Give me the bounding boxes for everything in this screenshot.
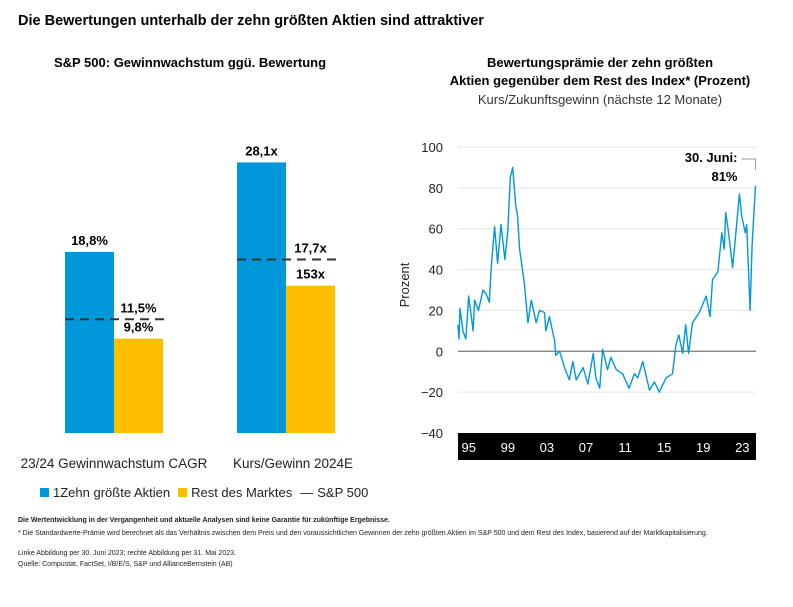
bar-chart: 23/24 Gewinnwachstum CAGR Kurs/Gewinn 20… xyxy=(21,143,353,471)
bar-value-label: 18,8% xyxy=(71,233,108,248)
footnote-2: Linke Abbildung per 30. Juni 2023; recht… xyxy=(18,550,236,557)
y-axis-label: Prozent xyxy=(397,262,412,307)
page-title: Die Bewertungen unterhalb der zehn größt… xyxy=(18,13,484,29)
bar-top10 xyxy=(65,251,114,433)
y-tick-label: −20 xyxy=(421,385,443,400)
x-tick-label: 95 xyxy=(462,440,476,455)
footnote-1: * Die Standardwerte-Prämie wird berechne… xyxy=(18,530,708,537)
x-tick-label: 11 xyxy=(618,440,632,455)
annotation-value: 81% xyxy=(711,169,737,184)
legend-swatch-blue xyxy=(40,488,49,497)
footnote-3: Quelle: Compustat, FactSet, I/B/E/S, S&P… xyxy=(18,561,233,568)
right-chart-title-2: Aktien gegenüber dem Rest des Index* (Pr… xyxy=(449,73,751,88)
bar-rest xyxy=(286,285,335,433)
x-tick-label: 23 xyxy=(735,440,749,455)
y-tick-label: 40 xyxy=(429,263,443,278)
x-tick-label: 99 xyxy=(501,440,515,455)
bar-top10 xyxy=(237,162,286,433)
x-tick-label: 19 xyxy=(696,440,710,455)
x-tick-label: 07 xyxy=(579,440,593,455)
y-tick-label: 60 xyxy=(429,222,443,237)
legend-label: Rest des Marktes xyxy=(191,485,293,500)
left-chart-title: S&P 500: Gewinnwachstum ggü. Bewertung xyxy=(53,55,327,70)
y-tick-label: −40 xyxy=(421,426,443,441)
reference-value-label: 11,5% xyxy=(120,300,157,315)
x-axis-band xyxy=(458,433,756,460)
line-chart: Prozent 100 80 60 40 20 0 −20 −40 95 99 03 07 11 15 19… xyxy=(397,140,757,460)
y-tick-label: 20 xyxy=(429,303,443,318)
x-tick-label: 03 xyxy=(540,440,554,455)
bar-value-label: 28,1x xyxy=(245,143,278,158)
bar-value-label: 153x xyxy=(296,267,326,282)
premium-line xyxy=(457,166,757,393)
category-label: Kurs/Gewinn 2024E xyxy=(233,456,353,471)
y-tick-label: 0 xyxy=(436,344,443,359)
right-chart-subtitle: Kurs/Zukunftsgewinn (nächste 12 Monate) xyxy=(477,92,723,107)
legend-swatch-yellow xyxy=(178,488,188,497)
y-tick-label: 100 xyxy=(421,140,443,155)
annotation-leader xyxy=(741,158,757,170)
bar-value-label: 9,8% xyxy=(124,320,154,335)
legend: 1Zehn größte Aktien Rest des Marktes — S… xyxy=(40,485,368,500)
legend-dash-icon: — xyxy=(300,485,314,500)
legend-label: 1Zehn größte Aktien xyxy=(53,485,171,500)
bar-rest xyxy=(114,338,163,433)
annotation-date: 30. Juni: xyxy=(685,150,738,165)
y-tick-label: 80 xyxy=(429,181,443,196)
category-label: 23/24 Gewinnwachstum CAGR xyxy=(21,456,208,471)
disclaimer: Die Wertentwicklung in der Vergangenheit… xyxy=(18,517,390,524)
legend-label: S&P 500 xyxy=(317,485,369,500)
right-chart-title-1: Bewertungsprämie der zehn größten xyxy=(486,55,714,70)
reference-value-label: 17,7x xyxy=(294,241,327,256)
x-tick-label: 15 xyxy=(657,440,671,455)
